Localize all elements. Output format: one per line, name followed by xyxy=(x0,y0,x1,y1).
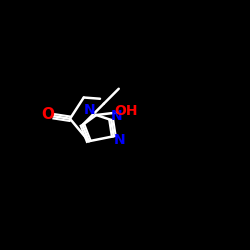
Text: N: N xyxy=(111,108,122,122)
Text: N: N xyxy=(114,133,126,147)
Text: OH: OH xyxy=(114,104,138,118)
Text: N: N xyxy=(84,103,96,117)
Text: O: O xyxy=(42,107,55,122)
